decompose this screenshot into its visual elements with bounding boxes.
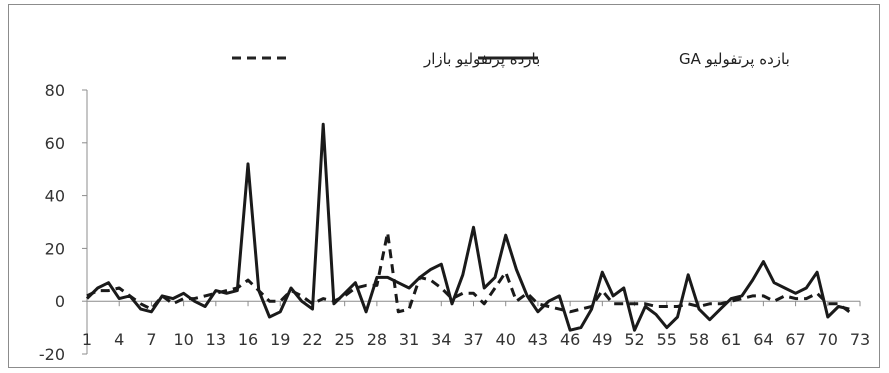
x-tick-label: 37 bbox=[463, 330, 483, 349]
x-tick-label: 34 bbox=[431, 330, 451, 349]
y-tick-label: 80 bbox=[45, 81, 65, 100]
legend-label-market: بازده پرتفولیو بازار bbox=[423, 50, 540, 69]
x-tick-label: 16 bbox=[238, 330, 258, 349]
legend-label-ga: بازده پرتفولیو GA bbox=[679, 50, 790, 69]
x-tick-label: 10 bbox=[173, 330, 193, 349]
x-tick-label: 73 bbox=[850, 330, 870, 349]
x-tick-label: 52 bbox=[624, 330, 644, 349]
legend: بازده پرتفولیو GA بازده پرتفولیو بازار bbox=[232, 50, 790, 69]
y-tick-label: 20 bbox=[45, 239, 65, 258]
series-line-ga bbox=[85, 122, 850, 332]
x-tick-label: 28 bbox=[367, 330, 387, 349]
axes: -20 0 20 40 60 80 1 4 7 10 13 16 19 22 25 28 31 34 37 40 43 4… bbox=[39, 81, 870, 364]
series-layer bbox=[85, 122, 851, 332]
x-tick-label: 46 bbox=[560, 330, 580, 349]
x-tick-label: 58 bbox=[689, 330, 709, 349]
x-tick-label: 43 bbox=[528, 330, 548, 349]
series-line-market bbox=[86, 231, 851, 314]
x-tick-label: 4 bbox=[114, 330, 124, 349]
x-tick-label: 64 bbox=[753, 330, 773, 349]
x-tick-label: 55 bbox=[657, 330, 677, 349]
x-tick-label: 7 bbox=[146, 330, 156, 349]
x-tick-label: 1 bbox=[82, 330, 92, 349]
x-tick-label: 70 bbox=[818, 330, 838, 349]
x-tick-label: 31 bbox=[399, 330, 419, 349]
x-tick-label: 61 bbox=[721, 330, 741, 349]
x-tick-label: 40 bbox=[496, 330, 516, 349]
y-tick-label: 60 bbox=[45, 134, 65, 153]
x-tick-label: 49 bbox=[592, 330, 612, 349]
y-tick-label: 0 bbox=[55, 292, 65, 311]
x-tick-label: 25 bbox=[334, 330, 354, 349]
y-tick-label: -20 bbox=[39, 345, 65, 364]
x-tick-label: 19 bbox=[270, 330, 290, 349]
y-tick-label: 40 bbox=[45, 187, 65, 206]
x-tick-label: 67 bbox=[785, 330, 805, 349]
x-tick-label: 13 bbox=[206, 330, 226, 349]
x-tick-label: 22 bbox=[302, 330, 322, 349]
